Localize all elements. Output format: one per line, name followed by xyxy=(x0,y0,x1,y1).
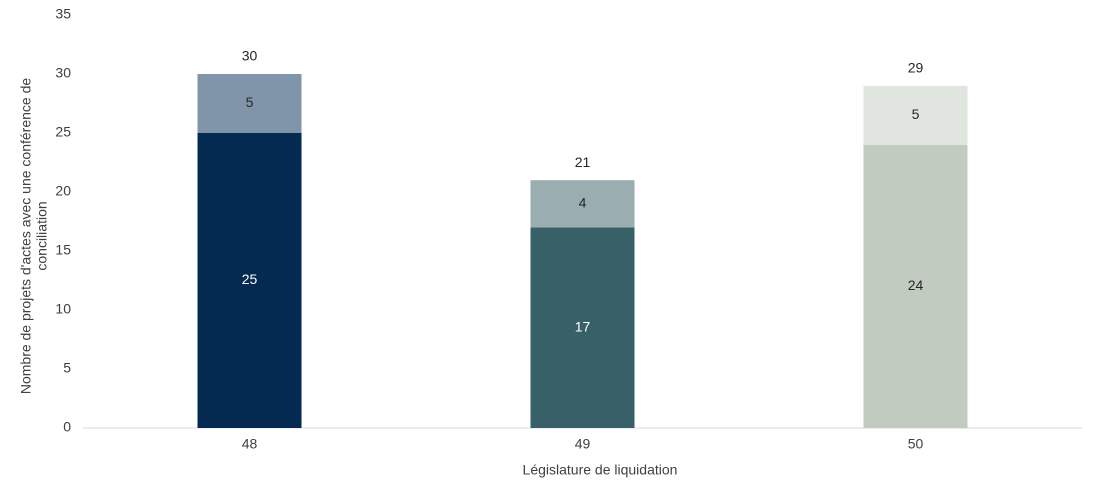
data-label: 5 xyxy=(246,94,254,110)
x-tick-label: 49 xyxy=(575,436,591,452)
y-tick-label: 35 xyxy=(55,6,71,22)
y-tick-label: 15 xyxy=(55,242,71,258)
bar-segment xyxy=(197,133,302,428)
y-tick-label: 10 xyxy=(55,301,71,317)
y-tick-label: 0 xyxy=(63,419,71,435)
y-tick-label: 25 xyxy=(55,124,71,140)
data-label: 25 xyxy=(242,271,258,287)
y-axis-title-line: conciliation xyxy=(34,201,50,270)
y-axis-title: Nombre de projets d'actes avec une confé… xyxy=(18,78,50,395)
data-label: 5 xyxy=(912,106,920,122)
total-label: 21 xyxy=(575,154,591,170)
x-axis-title: Législature de liquidation xyxy=(523,462,678,478)
bar-segment xyxy=(863,85,968,145)
y-tick-label: 20 xyxy=(55,183,71,199)
bar-segment xyxy=(863,144,968,429)
x-tick-label: 48 xyxy=(242,436,258,452)
data-label: 17 xyxy=(575,318,591,334)
y-axis-title-line: Nombre de projets d'actes avec une confé… xyxy=(18,78,34,395)
x-tick-label: 50 xyxy=(908,436,924,452)
y-tick-label: 30 xyxy=(55,65,71,81)
bar-segment xyxy=(530,227,635,428)
total-label: 30 xyxy=(242,48,258,64)
data-label: 24 xyxy=(908,277,924,293)
bar-segment xyxy=(197,74,302,133)
data-label: 4 xyxy=(579,195,587,211)
total-label: 29 xyxy=(908,60,924,76)
y-tick-label: 5 xyxy=(63,360,71,376)
bar-segment xyxy=(530,180,635,228)
